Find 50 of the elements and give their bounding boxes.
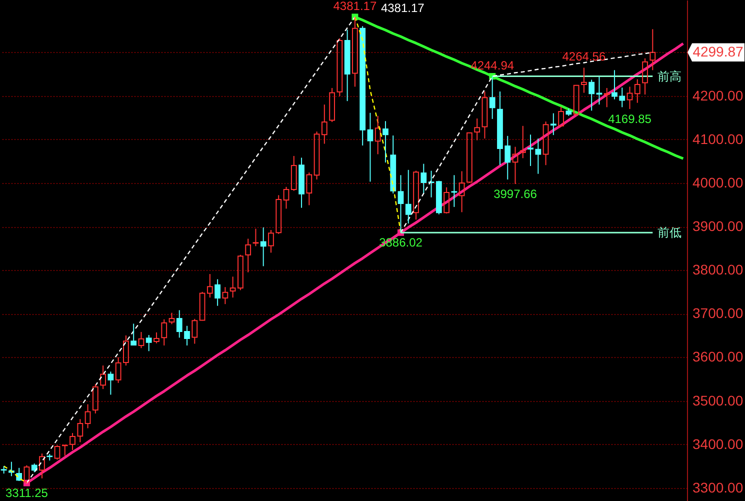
- candlestick: [138, 331, 144, 349]
- candlestick: [130, 323, 137, 346]
- annotation: 4244.94: [470, 58, 514, 72]
- series-label: 前高: [658, 69, 682, 84]
- series-label: 前低: [658, 226, 682, 240]
- y-tick-label: 3600.00: [692, 348, 744, 365]
- y-tick-label: 3500.00: [692, 392, 744, 408]
- annotation: 3997.66: [494, 186, 538, 201]
- candlestick: [92, 384, 98, 414]
- y-tick-label: 3400.00: [692, 436, 744, 452]
- candlestick: [108, 371, 114, 396]
- annotation: 4169.85: [608, 112, 652, 126]
- annotation: 4264.56: [562, 50, 606, 64]
- candlestick: [344, 29, 350, 102]
- candlestick: [321, 104, 328, 144]
- y-tick-label: 3700.00: [692, 305, 744, 322]
- y-tick-label: 4200.00: [692, 87, 744, 104]
- y-tick-label: 4000.00: [692, 174, 744, 190]
- candlestick: [367, 112, 374, 182]
- y-tick-label: 3800.00: [692, 262, 744, 278]
- candlestick: [154, 332, 160, 344]
- annotation: 3311.25: [5, 486, 48, 500]
- candlestick: [298, 157, 304, 208]
- candlestick: [283, 186, 290, 210]
- y-tick-label: 4100.00: [692, 130, 744, 147]
- candlestick: [374, 115, 381, 155]
- text: 4299.87: [692, 43, 744, 60]
- y-tick-label: 3900.00: [692, 218, 744, 234]
- candlestick: [252, 228, 259, 247]
- candlestick: [206, 274, 213, 298]
- candlestick: [146, 334, 152, 352]
- candlestick: [214, 278, 220, 306]
- candlestick: [39, 453, 45, 479]
- candlestick: [329, 88, 335, 122]
- candlestick: [390, 134, 396, 194]
- candlestick: [650, 28, 656, 71]
- candlestick: [222, 286, 228, 305]
- candlestick: [290, 155, 297, 192]
- annotation: 4381.17: [333, 0, 377, 13]
- candlestick: [161, 318, 168, 346]
- candlestick: [360, 26, 366, 146]
- y-tick-label: 3300.00: [692, 479, 744, 496]
- candlestick: [245, 238, 252, 273]
- candlestick: [0, 466, 7, 474]
- candlestick: [314, 131, 320, 180]
- candlestick: [260, 226, 266, 267]
- candlestick: [382, 120, 388, 163]
- candlestick: [84, 404, 91, 429]
- annotation: 4381.17: [380, 0, 425, 15]
- candlestick: [100, 365, 106, 390]
